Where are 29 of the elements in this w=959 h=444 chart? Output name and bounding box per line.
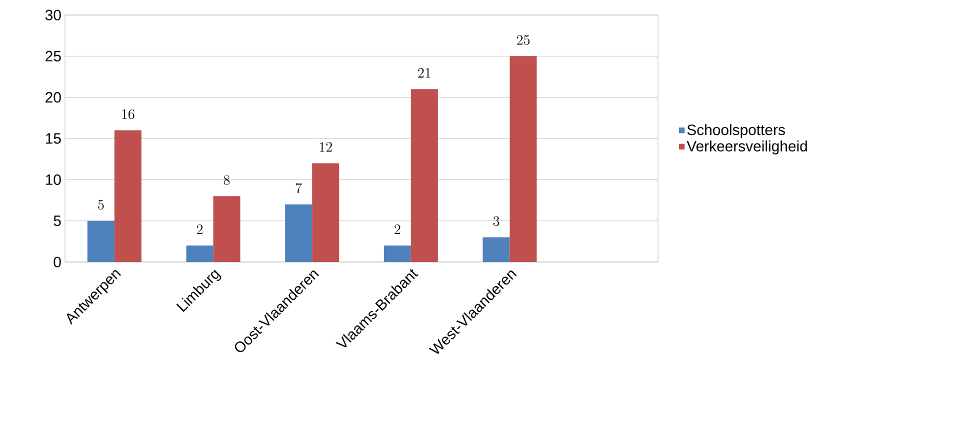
y-tick-label: 30	[45, 10, 61, 20]
bar	[114, 130, 142, 262]
data-label: 21	[418, 68, 430, 78]
legend-label: Schoolspotters	[687, 124, 785, 138]
data-label: 2	[394, 224, 400, 234]
bar	[285, 204, 312, 262]
data-label: 8	[224, 175, 230, 185]
data-label: 12	[320, 142, 332, 152]
bar	[213, 196, 240, 262]
bar	[87, 220, 114, 262]
data-label: 3	[493, 216, 500, 226]
y-tick-label: 25	[46, 50, 61, 62]
data-label: 7	[296, 183, 302, 194]
data-label: 25	[516, 35, 530, 45]
bar	[510, 56, 537, 262]
data-label: 5	[98, 200, 104, 210]
bar	[186, 246, 214, 262]
bar	[312, 163, 340, 262]
y-tick-label: 0	[54, 256, 61, 268]
y-tick-label: 10	[46, 174, 61, 185]
bar	[482, 237, 510, 262]
data-label: 2	[196, 224, 203, 234]
y-tick-label: 15	[46, 133, 61, 144]
legend-label: Verkeersveiligheid	[686, 140, 807, 154]
bar	[384, 246, 411, 262]
data-label: 16	[122, 109, 134, 120]
bar	[410, 89, 438, 262]
y-tick-label: 5	[54, 216, 61, 226]
y-tick-label: 20	[46, 92, 61, 103]
